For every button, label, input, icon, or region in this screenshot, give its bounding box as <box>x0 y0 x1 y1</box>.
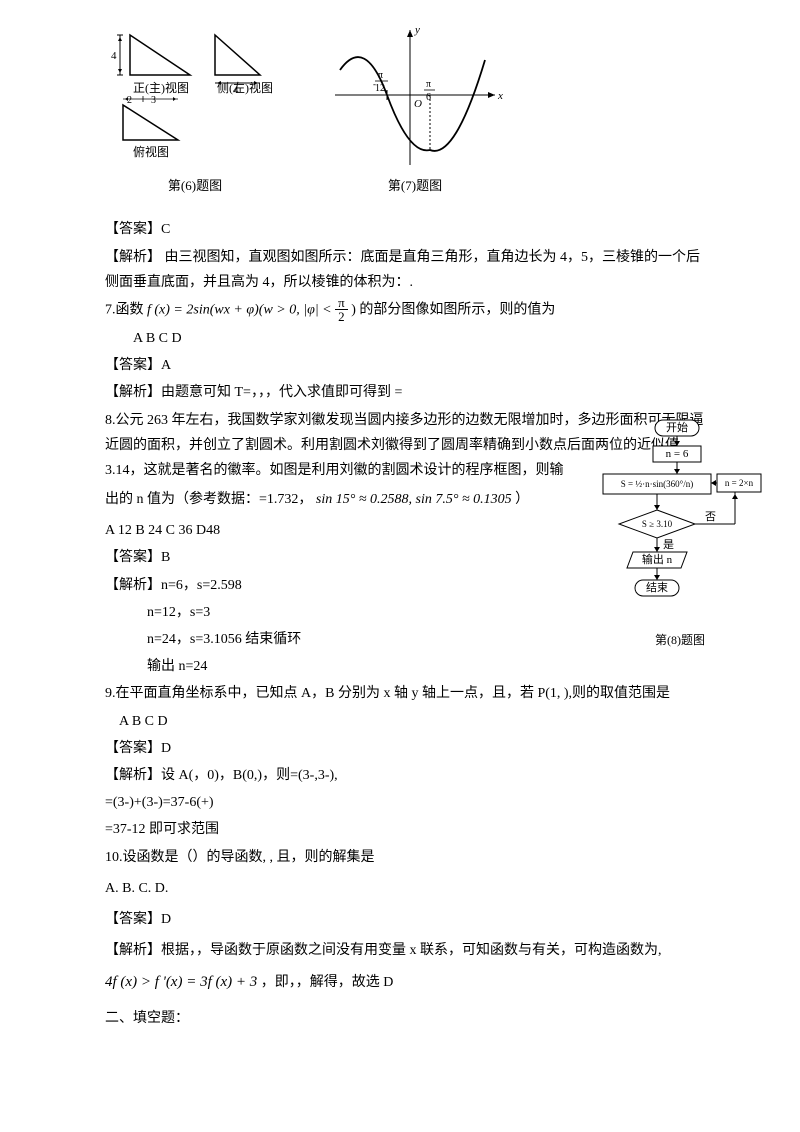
q9-answer: 【答案】D <box>105 736 705 761</box>
y-axis-label: y <box>414 24 420 36</box>
q10-answer: 【答案】D <box>105 907 705 932</box>
q7-func: f (x) = 2sin(wx + φ)(w > 0, |φ| < <box>147 303 335 318</box>
frac-den: 2 <box>335 310 348 323</box>
q8-stem2-pre: 出的 n 值为（参考数据：=1.732， <box>105 492 312 507</box>
fc-yes: 是 <box>663 538 674 551</box>
q7-stem-post: ) 的部分图像如图所示，则的值为 <box>351 303 555 318</box>
fc-no: 否 <box>705 511 716 523</box>
flowchart-q8: 开始 n = 6 S = ½·n·sin(360°/n) S ≥ 3.10 否 … <box>595 418 765 652</box>
fc-start: 开始 <box>666 420 688 434</box>
dim-4: 4 <box>111 50 117 62</box>
svg-text:π: π <box>378 70 383 81</box>
three-view-svg: 4 正(主)视图 4 侧(左)视图 2 3 俯视图 <box>105 30 285 170</box>
fc-compute: S = ½·n·sin(360°/n) <box>621 479 693 489</box>
svg-text:12: 12 <box>375 83 385 94</box>
q9-expl-3: =37-12 即可求范围 <box>105 817 705 842</box>
q7-answer: 【答案】A <box>105 353 705 378</box>
three-view-figure: 4 正(主)视图 4 侧(左)视图 2 3 俯视图 <box>105 30 285 197</box>
q9-expl-1: 【解析】设 A(，0)，B(0,)，则=(3-,3-), <box>105 763 705 788</box>
fc-update: n = 2×n <box>725 478 754 488</box>
q10-expl-1: 【解析】根据，，导函数于原函数之间没有用变量 x 联系，可知函数与有关，可构造函… <box>105 938 705 963</box>
q10-options: A. B. C. D. <box>105 876 705 901</box>
q9-expl-2: =(3-)+(3-)=37-6(+) <box>105 790 705 815</box>
q8-block: 8.公元 263 年左右，我国数学家刘徽发现当圆内接多边形的边数无限增加时，多边… <box>105 408 705 680</box>
q8-stem2-post: ） <box>515 492 529 507</box>
q10-expl-2: ，即，，解得，故选 D <box>261 975 394 990</box>
fc-cond: S ≥ 3.10 <box>642 519 673 529</box>
q9-stem: 9.在平面直角坐标系中，已知点 A，B 分别为 x 轴 y 轴上一点，且，若 P… <box>105 681 705 706</box>
fig7-caption: 第(7)题图 <box>325 174 505 197</box>
q9-options: A B C D <box>105 709 705 734</box>
q7-frac: π2 <box>335 296 348 323</box>
q7-stem-pre: 7.函数 <box>105 303 147 318</box>
q6-answer: 【答案】C <box>105 217 705 242</box>
q7-options: A B C D <box>105 326 705 351</box>
flowchart-svg: 开始 n = 6 S = ½·n·sin(360°/n) S ≥ 3.10 否 … <box>595 418 765 628</box>
fc-output: 输出 n <box>642 552 673 566</box>
q10-stem: 10.设函数是（）的导函数, , 且，则的解集是 <box>105 845 705 870</box>
svg-text:6: 6 <box>426 92 431 103</box>
frac-num: π <box>335 296 348 310</box>
figures-row: 4 正(主)视图 4 侧(左)视图 2 3 俯视图 <box>105 20 705 197</box>
fig8-caption: 第(8)题图 <box>595 630 765 652</box>
graph-q7-svg: x y O - π 12 π 6 <box>325 20 505 170</box>
fig6-caption: 第(6)题图 <box>105 174 285 197</box>
svg-text:π: π <box>426 79 431 90</box>
section-2-heading: 二、填空题： <box>105 1006 705 1031</box>
q10-inequality: 4f (x) > f '(x) = 3f (x) + 3 <box>105 974 257 990</box>
q8-expl-3: 输出 n=24 <box>105 654 705 679</box>
svg-text:3: 3 <box>151 95 156 106</box>
q10-ineq-line: 4f (x) > f '(x) = 3f (x) + 3 ，即，，解得，故选 D <box>105 969 705 996</box>
q7-explanation: 【解析】由题意可知 T=，，，代入求值即可得到 = <box>105 380 705 405</box>
top-view-label: 俯视图 <box>133 144 169 159</box>
side-view-label: 侧(左)视图 <box>217 80 273 95</box>
q7-stem: 7.函数 f (x) = 2sin(wx + φ)(w > 0, |φ| < π… <box>105 297 705 324</box>
origin-label: O <box>414 98 422 110</box>
q8-sin-data: sin 15° ≈ 0.2588, sin 7.5° ≈ 0.1305 <box>316 492 512 507</box>
graph-q7-figure: x y O - π 12 π 6 第(7)题图 <box>325 20 505 197</box>
x-axis-label: x <box>497 90 503 102</box>
q6-explanation: 【解析】 由三视图知，直观图如图所示：底面是直角三角形，直角边长为 4，5，三棱… <box>105 245 705 295</box>
front-view-label: 正(主)视图 <box>133 80 189 95</box>
fc-init: n = 6 <box>666 448 689 460</box>
fc-end: 结束 <box>646 581 668 594</box>
